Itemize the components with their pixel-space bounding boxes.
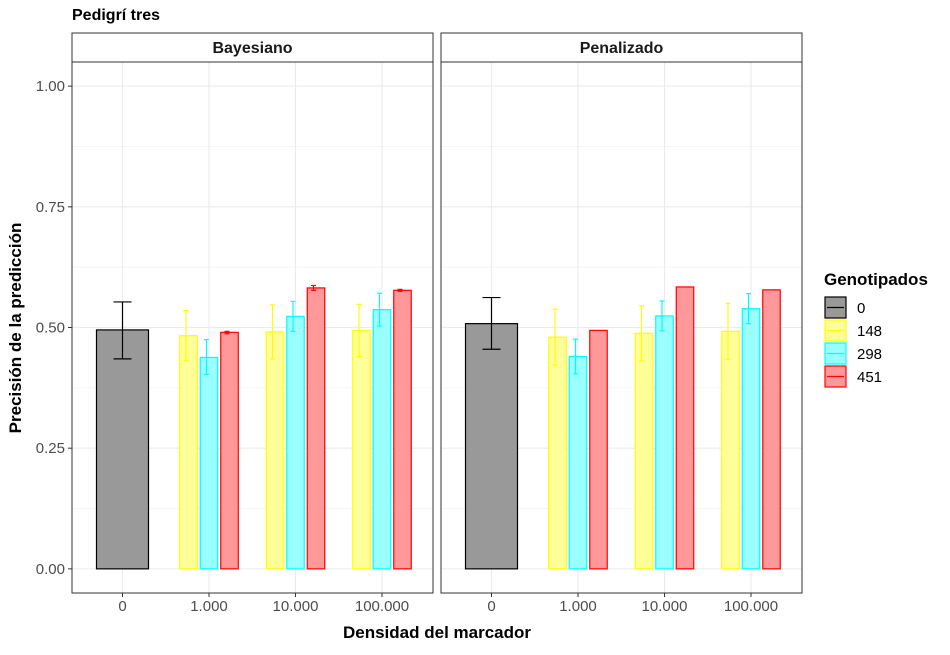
bar-penalizado-100.000-298 (741, 308, 761, 570)
error-bar (311, 284, 316, 291)
x-tick-label: 100.000 (355, 598, 409, 615)
bar-bayesiano-0-0 (95, 329, 150, 570)
error-bar (397, 288, 403, 292)
bar-penalizado-1.000-148 (548, 336, 567, 570)
error-bar (183, 310, 189, 361)
bar-penalizado-10.000-148 (634, 332, 654, 570)
bar-bayesiano-10.000-148 (265, 331, 285, 570)
bar-bayesiano-1.000-148 (179, 335, 198, 570)
bar-penalizado-0-0 (464, 323, 519, 570)
bar-bayesiano-100.000-451 (393, 289, 412, 570)
y-tick-label: 1.00 (36, 78, 65, 95)
legend-title: Genotipados (824, 270, 928, 289)
panels: 0 1.000 10.000 100.000 Bayesiano 0 1.000 10.000… (71, 32, 803, 615)
y-axis: 0.00 0.25 0.50 0.75 1.00 (36, 78, 72, 578)
strip-background (440, 32, 803, 63)
x-tick-label: 1.000 (559, 598, 597, 615)
y-tick-label: 0.00 (36, 561, 65, 578)
error-bar (204, 338, 209, 375)
strip-label: Bayesiano (212, 40, 292, 57)
error-bar (482, 296, 501, 350)
error-bar (270, 304, 275, 360)
legend-item-298: 298 (824, 342, 882, 365)
legend-label: 451 (857, 369, 882, 386)
error-bar (659, 300, 665, 332)
error-bar (356, 303, 362, 358)
bar-penalizado-10.000-298 (655, 315, 674, 570)
error-bar (725, 302, 731, 360)
error-bar (573, 338, 578, 375)
legend-label: 0 (857, 300, 865, 317)
panel-bayesiano: 0 1.000 10.000 100.000 Bayesiano (71, 32, 434, 615)
bar-bayesiano-10.000-298 (286, 315, 305, 570)
y-tick-label: 0.75 (36, 199, 65, 216)
chart-title: Pedigrí tres (72, 7, 160, 24)
y-tick-label: 0.50 (36, 320, 65, 337)
x-tick-label: 0 (118, 598, 126, 615)
error-bar (224, 330, 230, 335)
strip-background (71, 32, 434, 63)
bar-penalizado-100.000-148 (721, 330, 740, 570)
bar-bayesiano-1.000-451 (220, 331, 239, 570)
error-bar (639, 305, 644, 362)
panel-penalizado: 0 1.000 10.000 100.000 Penalizado (440, 32, 803, 615)
x-tick-label: 100.000 (724, 598, 778, 615)
legend-item-451: 451 (824, 365, 882, 388)
legend-label: 148 (857, 323, 882, 340)
legend-items: 0 148 298 451 (824, 296, 882, 388)
bar-bayesiano-10.000-451 (306, 287, 326, 570)
y-tick-label: 0.25 (36, 440, 65, 457)
error-bar (746, 293, 751, 325)
strip-label: Penalizado (580, 40, 664, 57)
legend-item-0: 0 (824, 296, 865, 319)
legend-item-148: 148 (824, 319, 882, 342)
bar-bayesiano-100.000-298 (372, 309, 392, 570)
bar-bayesiano-100.000-148 (352, 329, 371, 570)
legend-label: 298 (857, 346, 882, 363)
x-tick-label: 10.000 (273, 598, 319, 615)
bar-penalizado-10.000-451 (675, 286, 695, 570)
x-tick-label: 1.000 (190, 598, 228, 615)
bar-penalizado-1.000-451 (589, 329, 608, 570)
error-bar (113, 301, 132, 360)
legend: Genotipados 0 148 298 451 (824, 270, 928, 388)
x-tick-label: 0 (487, 598, 495, 615)
error-bar (290, 300, 296, 332)
error-bar (552, 308, 558, 366)
x-tick-label: 10.000 (642, 598, 688, 615)
bar-bayesiano-1.000-298 (199, 356, 219, 570)
bar-penalizado-100.000-451 (762, 289, 781, 570)
bar-penalizado-1.000-298 (568, 355, 588, 570)
x-axis-title: Densidad del marcador (343, 623, 531, 642)
y-axis-title: Precisión de la predicción (6, 223, 25, 434)
error-bar (377, 292, 382, 327)
